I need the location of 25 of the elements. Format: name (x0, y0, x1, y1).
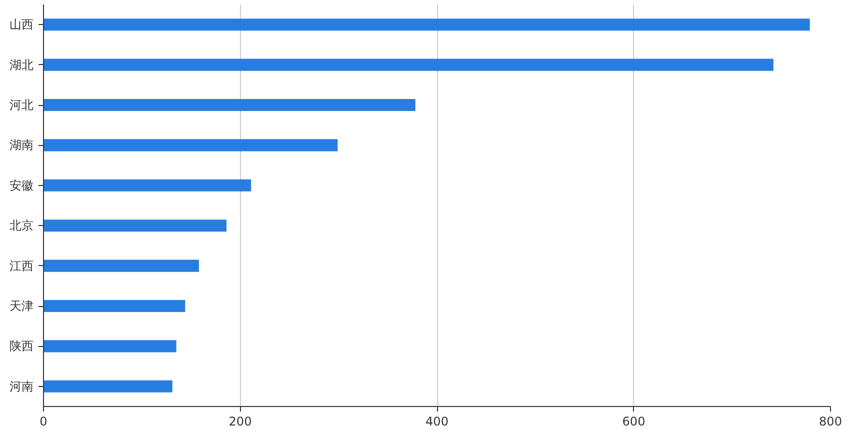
x-tick-label: 800 (819, 414, 842, 428)
y-tick-label: 北京 (10, 218, 34, 233)
y-tick-label: 河南 (10, 379, 34, 394)
y-tick-label: 陕西 (10, 339, 34, 354)
y-tick-label: 安徽 (10, 178, 34, 192)
y-tick-label: 河北 (10, 98, 34, 112)
x-tick-label: 400 (426, 414, 448, 428)
bar (44, 380, 172, 392)
y-tick-label: 天津 (10, 299, 34, 313)
x-tick-label: 0 (40, 414, 48, 428)
y-tick-label: 山西 (10, 18, 34, 32)
y-tick-label: 江西 (10, 258, 34, 273)
bar (44, 179, 252, 192)
x-tick-label: 600 (622, 414, 646, 428)
x-tick-label: 200 (228, 414, 252, 428)
bar (44, 98, 416, 112)
bar (44, 340, 176, 352)
bar (44, 58, 774, 71)
bar (44, 18, 810, 31)
bar (44, 220, 226, 232)
y-tick-label: 湖南 (10, 138, 34, 152)
bar (44, 300, 186, 312)
bar (44, 139, 338, 152)
bar (44, 260, 199, 272)
y-tick-label: 湖北 (10, 58, 34, 72)
